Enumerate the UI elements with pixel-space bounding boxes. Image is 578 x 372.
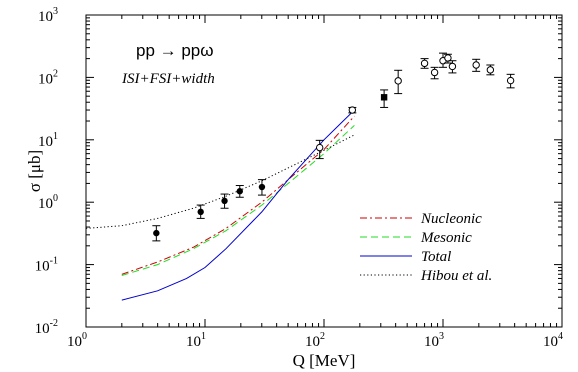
model-annotation: ISI+FSI+width	[121, 71, 215, 87]
data-point-filled-square	[380, 94, 388, 101]
data-point-open-circle	[444, 54, 452, 62]
data-point-open-circle	[430, 68, 439, 77]
curve-total	[121, 109, 355, 301]
y-tick-label: 10-2	[35, 318, 58, 337]
curve-nucleonic	[121, 115, 355, 275]
data-point-filled-circle	[221, 197, 228, 205]
y-tick-label: 102	[38, 68, 58, 87]
legend-label: Nucleonic	[420, 211, 482, 227]
data-point-open-circle	[472, 61, 480, 69]
data-point-open-circle	[315, 143, 324, 152]
x-tick-label: 101	[186, 331, 206, 350]
y-tick-label: 10-1	[35, 256, 58, 275]
data-point-filled-circle	[258, 183, 266, 191]
x-tick-label: 103	[424, 331, 444, 350]
legend-label: Total	[421, 249, 451, 265]
y-tick-labels: 10-2 10-1 100 101 102 103	[35, 6, 58, 337]
legend: Nucleonic Mesonic Total Hibou et al.	[360, 211, 492, 284]
data-points	[152, 52, 515, 242]
y-axis-title: σ [μb]	[25, 150, 44, 192]
data-point-open-circle	[448, 62, 457, 71]
data-point-open-circle	[420, 59, 429, 68]
data-point-open-circle	[486, 66, 495, 74]
data-point-filled-circle	[197, 208, 204, 216]
curves	[85, 109, 355, 301]
y-tick-label: 101	[38, 131, 58, 150]
legend-label: Mesonic	[420, 230, 472, 246]
reaction-annotation: pp → ppω	[136, 41, 214, 60]
legend-label: Hibou et al.	[420, 268, 492, 284]
curve-mesonic	[121, 125, 355, 276]
curve-hibou-et-al	[85, 134, 355, 229]
data-point-filled-circle	[153, 229, 160, 237]
x-tick-label: 104	[543, 331, 563, 350]
data-point-open-circle	[506, 76, 515, 85]
axis-ticks	[85, 14, 563, 328]
data-point-open-circle	[394, 77, 402, 85]
x-tick-labels: 100 101 102 103 104	[67, 331, 563, 350]
y-tick-label: 100	[38, 193, 58, 212]
x-axis-title: Q [MeV]	[293, 351, 356, 370]
x-tick-label: 102	[305, 331, 325, 350]
data-point-open-circle	[348, 106, 357, 114]
x-tick-label: 100	[67, 331, 87, 350]
data-point-filled-circle	[236, 188, 243, 195]
y-tick-label: 103	[38, 6, 58, 25]
